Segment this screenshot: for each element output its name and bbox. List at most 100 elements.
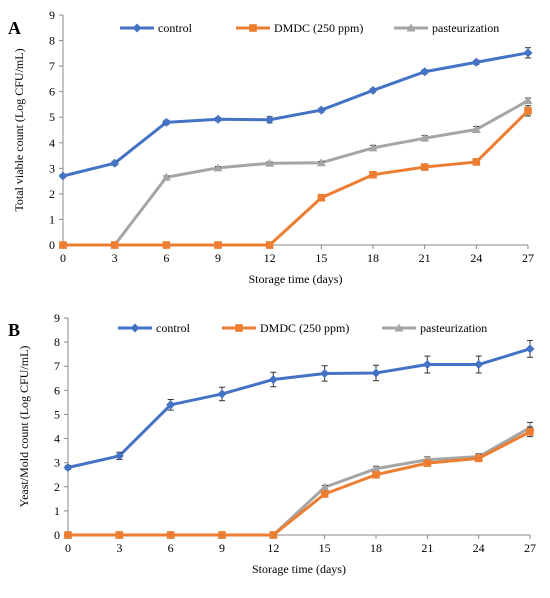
y-tick-label: 5 bbox=[49, 110, 55, 124]
data-point bbox=[110, 158, 120, 168]
data-point bbox=[115, 531, 124, 539]
data-point bbox=[371, 368, 381, 378]
data-point bbox=[162, 241, 171, 249]
y-axis-title: Yeast/Mold count (Log CFU/mL) bbox=[17, 346, 31, 508]
x-tick-label: 0 bbox=[60, 251, 66, 265]
y-tick-label: 8 bbox=[49, 34, 55, 48]
data-point bbox=[368, 143, 378, 152]
y-tick-label: 3 bbox=[49, 161, 55, 175]
series-control bbox=[58, 47, 533, 181]
series-line bbox=[68, 426, 531, 537]
data-point bbox=[317, 193, 326, 202]
data-point bbox=[474, 454, 483, 463]
data-point bbox=[59, 241, 67, 249]
legend-label: pasteurization bbox=[432, 21, 499, 35]
y-tick-label: 9 bbox=[49, 8, 55, 22]
x-tick-label: 18 bbox=[367, 251, 379, 265]
x-tick-label: 3 bbox=[112, 251, 118, 265]
y-tick-label: 4 bbox=[54, 432, 60, 446]
legend-swatch-marker bbox=[132, 23, 142, 33]
data-point bbox=[420, 163, 429, 171]
data-point bbox=[161, 117, 171, 127]
x-tick-label: 27 bbox=[524, 541, 536, 555]
x-tick-label: 15 bbox=[315, 251, 327, 265]
legend: control DMDC (250 ppm) pasteurization bbox=[120, 21, 499, 35]
data-point bbox=[369, 170, 377, 179]
series-line bbox=[63, 109, 530, 247]
data-point bbox=[265, 241, 274, 249]
data-point bbox=[422, 360, 432, 370]
data-point bbox=[525, 344, 535, 354]
legend-label: DMDC (250 ppm) bbox=[274, 21, 363, 35]
data-point bbox=[368, 85, 378, 95]
x-tick-label: 18 bbox=[370, 541, 382, 555]
legend-swatch-marker bbox=[130, 323, 140, 333]
panel-label: A bbox=[8, 18, 21, 38]
y-tick-label: 7 bbox=[49, 59, 55, 73]
data-point bbox=[166, 531, 175, 539]
y-tick-label: 6 bbox=[54, 383, 60, 397]
data-point bbox=[316, 105, 326, 115]
data-point bbox=[523, 96, 533, 105]
series-dmdc-250-ppm- bbox=[59, 105, 532, 249]
series-control bbox=[63, 339, 535, 472]
data-point bbox=[63, 462, 73, 472]
series-pasteurization bbox=[58, 96, 533, 249]
x-tick-label: 3 bbox=[116, 541, 122, 555]
data-point bbox=[471, 124, 481, 133]
x-tick-label: 6 bbox=[168, 541, 174, 555]
data-point bbox=[268, 374, 278, 384]
x-tick-label: 27 bbox=[522, 251, 534, 265]
legend-swatch-marker bbox=[394, 323, 404, 332]
y-tick-label: 1 bbox=[54, 504, 60, 518]
data-point bbox=[320, 482, 330, 491]
data-point bbox=[371, 464, 381, 473]
y-tick-label: 2 bbox=[54, 480, 60, 494]
legend-swatch-marker bbox=[235, 324, 243, 332]
legend-swatch-marker bbox=[249, 24, 257, 32]
data-point bbox=[526, 428, 534, 436]
series-line bbox=[67, 347, 531, 469]
data-point bbox=[420, 133, 430, 142]
panel-label: B bbox=[8, 320, 20, 340]
y-tick-label: 2 bbox=[49, 187, 55, 201]
data-point bbox=[320, 490, 329, 498]
data-point bbox=[316, 158, 326, 167]
series-line bbox=[68, 430, 531, 537]
y-tick-label: 9 bbox=[54, 311, 60, 325]
data-point bbox=[265, 158, 275, 167]
legend-label: control bbox=[156, 321, 191, 335]
data-point bbox=[58, 171, 68, 181]
y-tick-label: 3 bbox=[54, 456, 60, 470]
data-point bbox=[213, 114, 223, 124]
data-point bbox=[214, 241, 222, 249]
x-tick-label: 9 bbox=[219, 541, 225, 555]
data-point bbox=[524, 107, 532, 115]
x-tick-label: 21 bbox=[419, 251, 431, 265]
x-tick-label: 6 bbox=[163, 251, 169, 265]
data-point bbox=[218, 531, 226, 539]
data-point bbox=[523, 48, 533, 58]
data-point bbox=[472, 158, 481, 166]
x-tick-label: 24 bbox=[470, 251, 482, 265]
y-tick-label: 8 bbox=[54, 335, 60, 349]
data-point bbox=[213, 163, 223, 172]
legend-label: control bbox=[158, 21, 193, 35]
x-axis-title: Storage time (days) bbox=[249, 272, 343, 286]
series-line bbox=[62, 51, 529, 178]
data-point bbox=[471, 57, 481, 67]
legend: control DMDC (250 ppm) pasteurization bbox=[118, 321, 487, 335]
x-axis-title: Storage time (days) bbox=[252, 562, 346, 576]
data-point bbox=[265, 115, 275, 125]
y-tick-label: 1 bbox=[49, 212, 55, 226]
data-point bbox=[166, 400, 176, 410]
y-tick-label: 5 bbox=[54, 407, 60, 421]
x-tick-label: 0 bbox=[65, 541, 71, 555]
x-tick-label: 12 bbox=[267, 541, 279, 555]
x-tick-label: 21 bbox=[421, 541, 433, 555]
data-point bbox=[420, 67, 430, 77]
data-point bbox=[64, 531, 72, 539]
